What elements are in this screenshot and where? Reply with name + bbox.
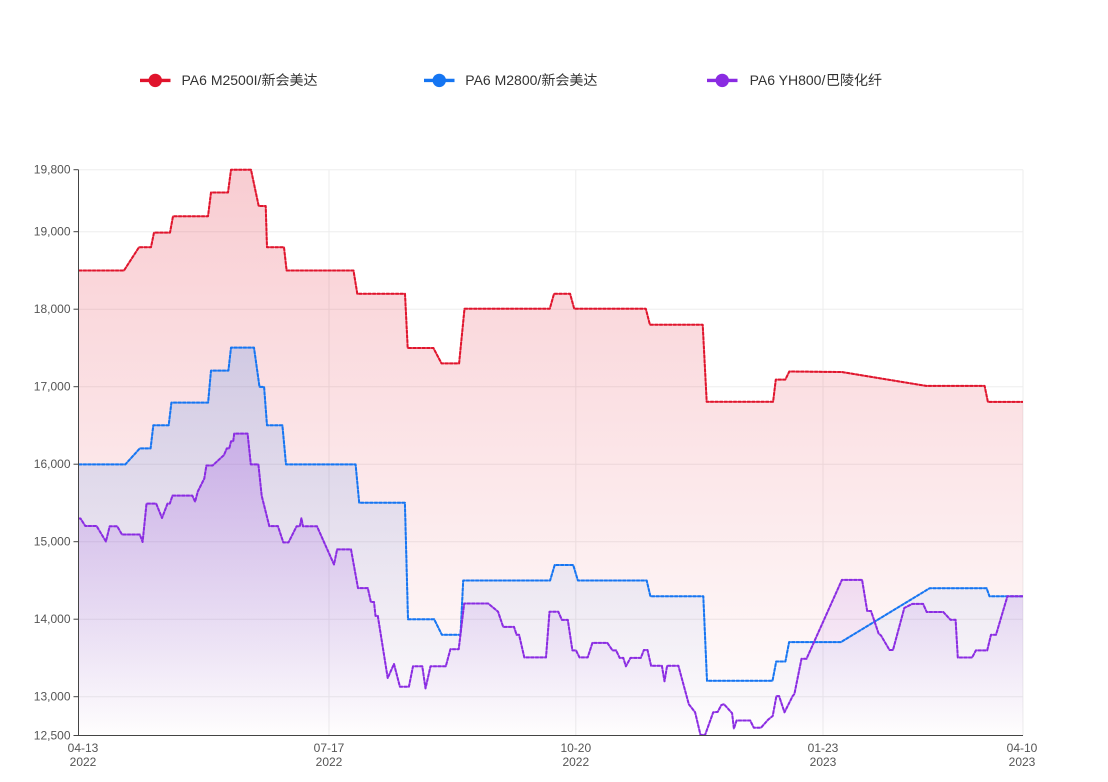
svg-text:15,000: 15,000 bbox=[34, 535, 71, 549]
svg-text:13,000: 13,000 bbox=[34, 690, 71, 704]
svg-text:01-23: 01-23 bbox=[808, 741, 839, 755]
svg-text:PA6 M2800/: PA6 M2800/ bbox=[465, 72, 541, 88]
svg-text:PA6 YH800/: PA6 YH800/ bbox=[750, 72, 826, 88]
svg-text:2023: 2023 bbox=[810, 755, 837, 769]
svg-text:19,800: 19,800 bbox=[34, 163, 71, 177]
svg-text:14,000: 14,000 bbox=[34, 612, 71, 626]
svg-text:18,000: 18,000 bbox=[34, 302, 71, 316]
svg-text:2022: 2022 bbox=[316, 755, 343, 769]
svg-text:10-20: 10-20 bbox=[560, 741, 591, 755]
svg-text:2022: 2022 bbox=[70, 755, 97, 769]
svg-text:2022: 2022 bbox=[562, 755, 589, 769]
svg-text:16,000: 16,000 bbox=[34, 457, 71, 471]
svg-text:PA6 M2500I/: PA6 M2500I/ bbox=[182, 72, 262, 88]
svg-text:17,000: 17,000 bbox=[34, 380, 71, 394]
svg-text:04-13: 04-13 bbox=[68, 741, 99, 755]
svg-text:04-10: 04-10 bbox=[1007, 741, 1038, 755]
svg-text:12,500: 12,500 bbox=[34, 729, 71, 743]
svg-text:19,000: 19,000 bbox=[34, 225, 71, 239]
svg-text:07-17: 07-17 bbox=[314, 741, 345, 755]
svg-text:2023: 2023 bbox=[1009, 755, 1036, 769]
